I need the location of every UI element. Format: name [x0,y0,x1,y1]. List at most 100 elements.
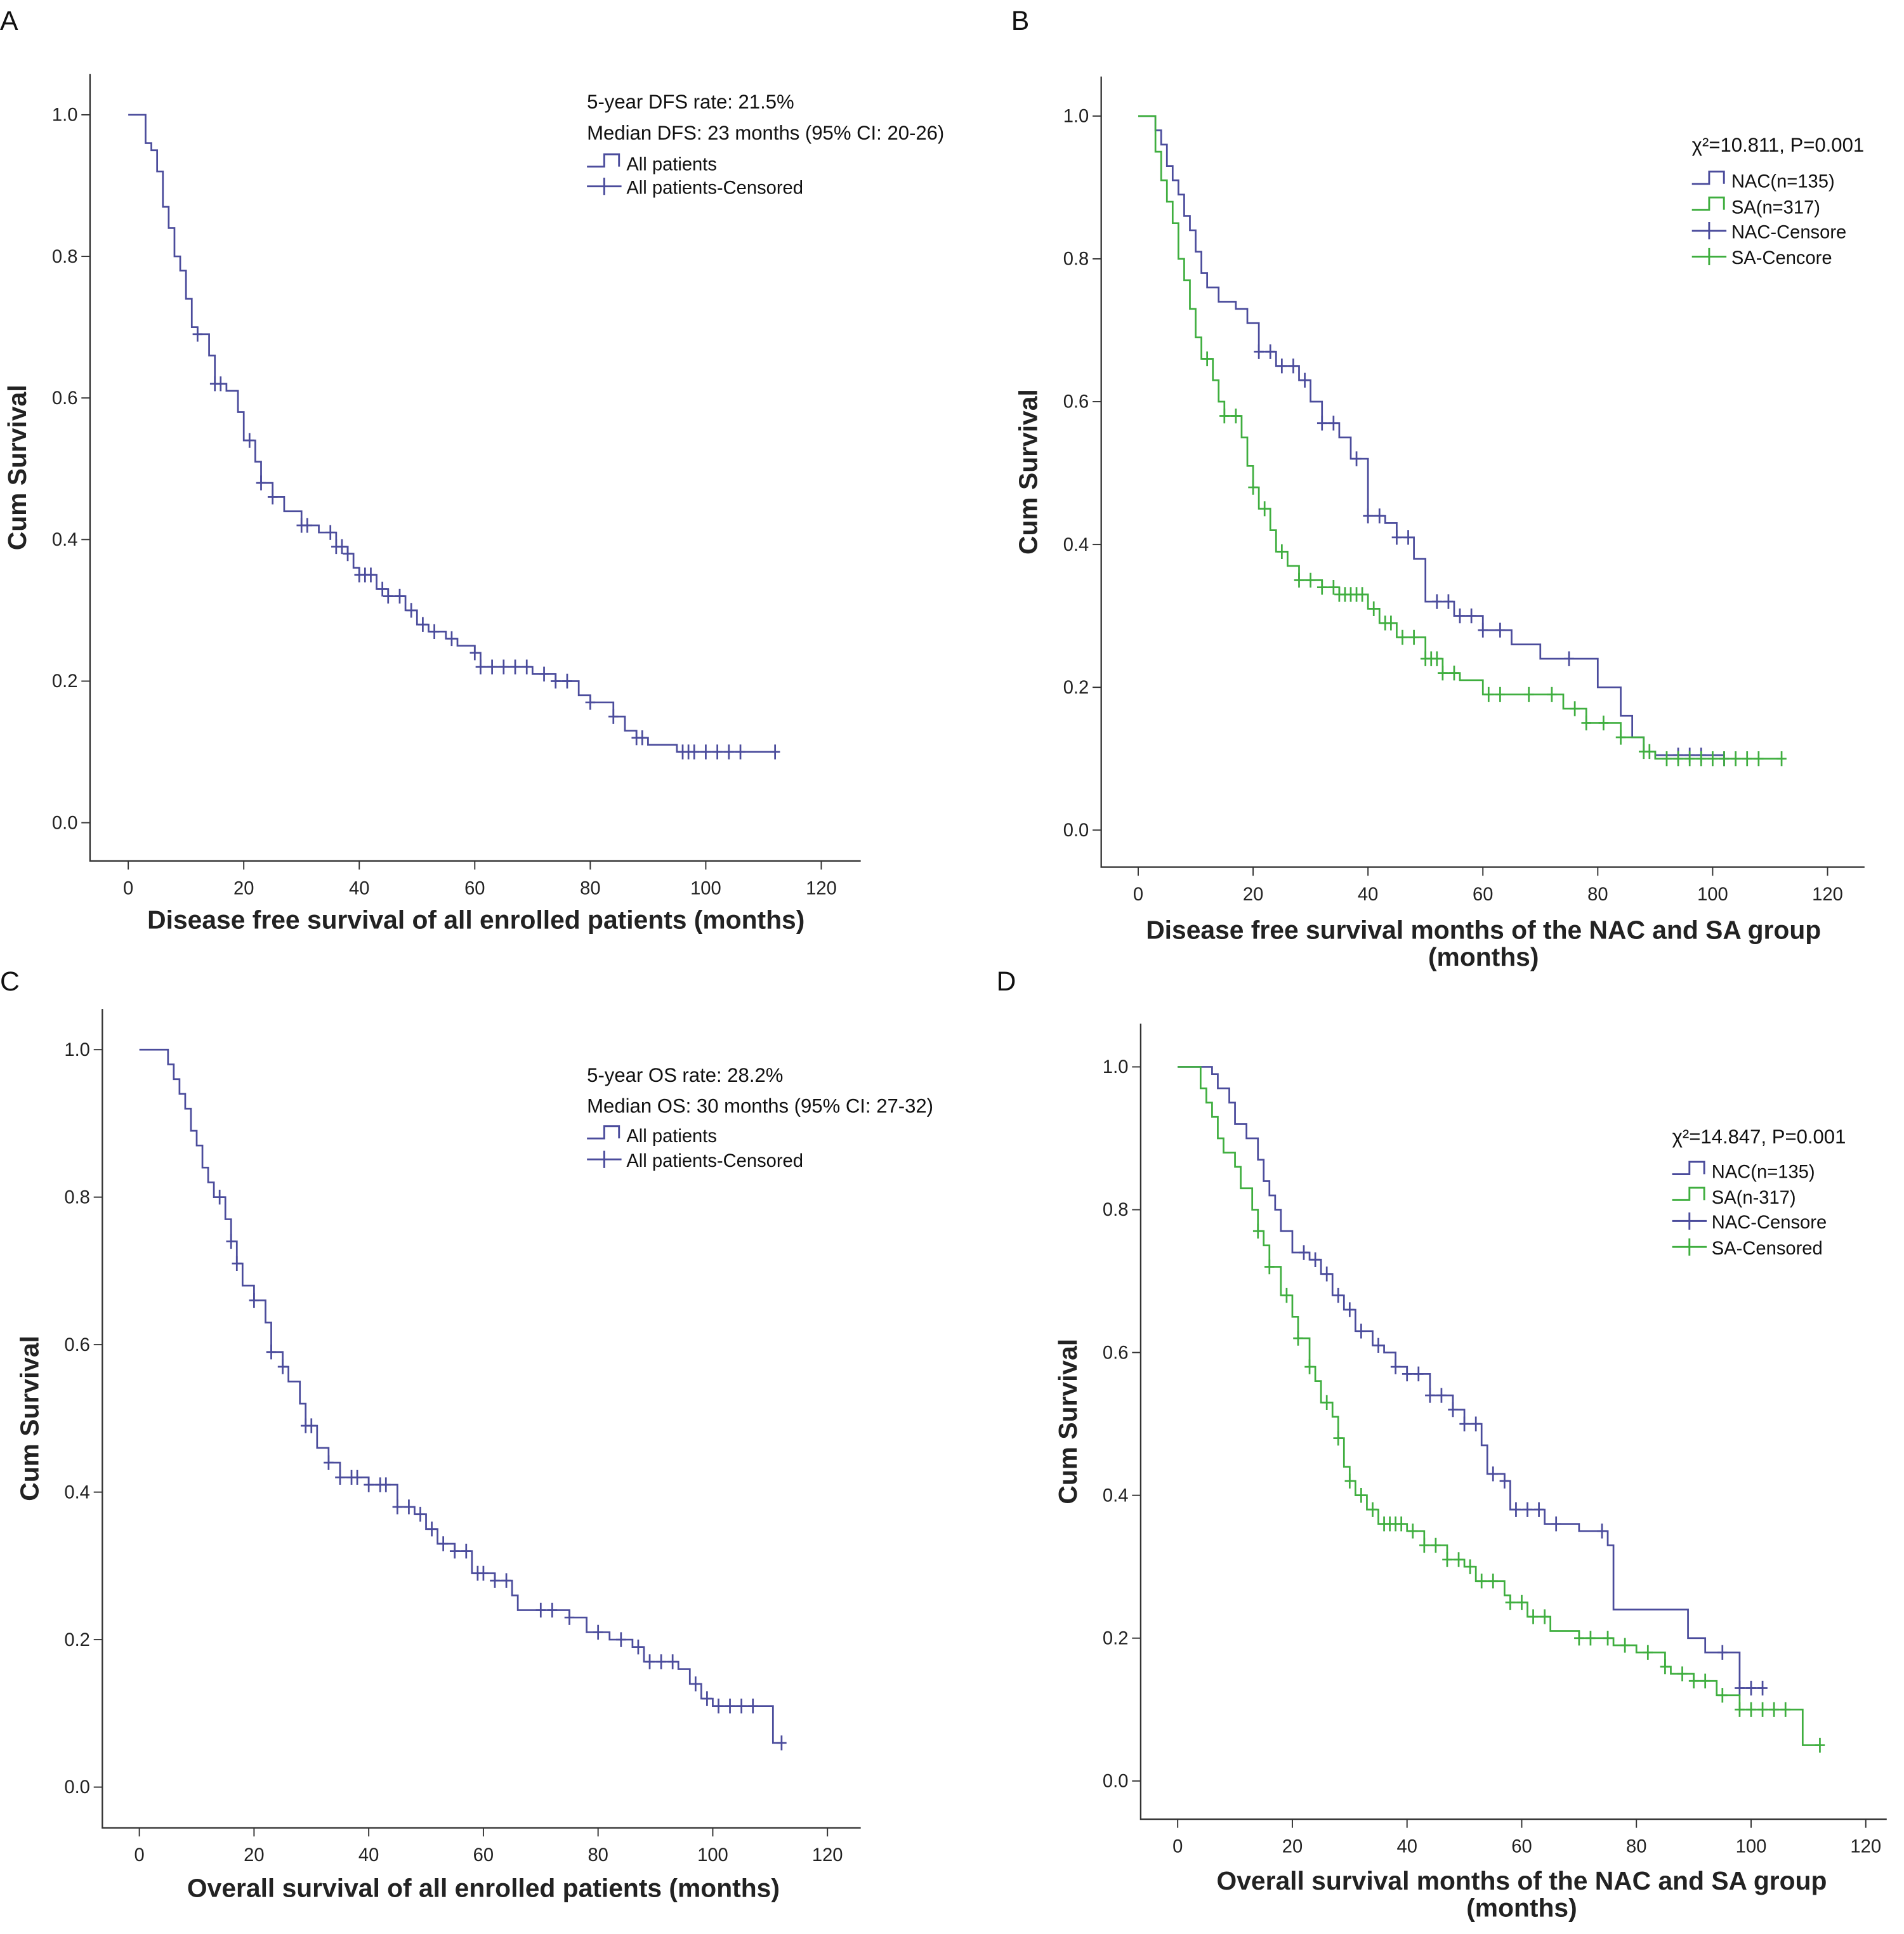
annotation: 5-year DFS rate: 21.5% [587,91,794,113]
censor-mark [365,567,376,582]
censor-mark [381,1477,391,1492]
censor-mark [1742,751,1752,766]
censor-mark [1815,1737,1825,1753]
censor-mark [1547,687,1557,702]
censor-mark [1454,1552,1464,1567]
censor-mark [1288,359,1299,374]
y-tick-label: 0.0 [1103,1772,1129,1792]
censor-mark [395,588,405,604]
censor-mark [1322,1395,1332,1411]
censor-mark [1499,1473,1510,1489]
legend-item: SA-Cencore [1691,247,1832,268]
panel-C: C 0.0 0.2 0.4 0.6 0.8 1.0 0 20 40 60 80 100 120 Cum Su… [0,966,933,1903]
x-axis-label: Disease free survival months of the NAC … [1146,915,1821,944]
survival-curve [1178,1066,1763,1689]
x-tick-label: 80 [580,878,600,898]
legend-step-swatch [1672,1187,1705,1201]
x-tick-label: 120 [1812,885,1843,905]
y-tick-label: 1.0 [1103,1057,1129,1077]
censor-mark [1414,1366,1424,1382]
censor-mark [417,617,428,632]
y-tick-label: 0.6 [1103,1343,1129,1363]
legend-step-swatch [1672,1161,1705,1175]
y-tick-label: 0.2 [1103,1628,1129,1648]
censor-mark [478,1565,489,1581]
censor-mark [1403,530,1414,545]
x-tick-label: 20 [233,878,254,898]
x-tick-label: 40 [349,878,369,898]
censor-mark [535,1602,546,1618]
x-tick-label: 0 [123,878,133,898]
censor-mark [667,1654,678,1669]
censor-mark [1390,1359,1401,1374]
legend-label: SA-Cencore [1731,248,1832,268]
censor-mark [1551,1516,1561,1532]
x-tick-label: 40 [1358,885,1378,905]
censor-mark [335,1470,345,1485]
censor-mark [1344,1302,1355,1317]
censor-mark [1305,572,1316,588]
legend-item: NAC(n=135) [1672,1161,1815,1182]
censor-mark [1570,701,1580,716]
censor-mark [501,1573,511,1588]
censor-mark [1231,408,1241,424]
annotation: χ²=14.847, P=0.001 [1672,1126,1846,1148]
legend-step-swatch [587,153,620,168]
legend-label: All patients-Censored [626,1151,803,1171]
legend-label: SA(n-317) [1712,1188,1796,1208]
censor-mark [404,1499,414,1515]
legend-censor-swatch [587,178,622,195]
censor-mark [1769,1702,1779,1717]
censor-mark [1735,1702,1745,1717]
legend-item: NAC-Censore [1691,222,1846,242]
legend-censor-swatch [1691,247,1727,266]
censor-mark [1310,1252,1320,1267]
censor-mark [383,588,393,604]
legend-item: NAC-Censore [1672,1212,1827,1233]
y-tick-label: 0.8 [64,1187,90,1207]
censor-mark [499,659,509,674]
x-tick-label: 60 [464,878,485,898]
y-tick-label: 0.2 [1063,678,1089,698]
censor-mark [1620,1638,1630,1653]
censor-mark [1402,1366,1412,1382]
x-tick-label: 100 [697,1845,728,1865]
legend-step-swatch [1691,196,1725,211]
censor-mark [406,603,416,618]
censor-mark [1730,751,1741,766]
censor-mark [392,1499,403,1515]
censor-mark [585,695,596,710]
censor-mark [325,525,336,540]
panel-A: A 0.0 0.2 0.4 0.6 0.8 1.0 0 20 40 60 80 100 120 Cum Su… [0,6,944,935]
censor-mark [1511,1502,1521,1517]
censor-mark [1304,1359,1315,1374]
x-tick-label: 120 [812,1845,843,1865]
censor-mark [1329,579,1339,595]
legend-label: SA(n=317) [1731,197,1820,218]
axes [89,74,861,862]
y-tick-label: 0.4 [52,530,78,550]
censor-mark [593,1624,603,1640]
censor-mark [1299,372,1310,388]
censor-mark [633,1640,643,1655]
censor-mark [475,659,486,674]
y-axis-label: Cum Survival [1014,389,1043,555]
censor-mark [1662,751,1672,766]
legend-label: NAC-Censore [1731,222,1846,242]
censor-mark [1688,1673,1699,1688]
legend-censor-swatch [1691,222,1727,240]
censor-mark [1488,1574,1499,1589]
censor-mark [1265,344,1276,359]
survival-curve [1138,115,1782,760]
censor-mark [1442,1552,1452,1567]
x-axis-label: Disease free survival of all enrolled pa… [147,905,804,935]
censor-mark [1407,1523,1418,1539]
censor-mark [725,1699,735,1714]
x-tick-label: 80 [588,1845,608,1865]
censor-mark [1293,1331,1303,1346]
x-axis-label: Overall survival of all enrolled patient… [187,1874,780,1903]
legend-item: All patients-Censored [587,1150,803,1171]
censor-mark [1478,622,1488,638]
y-tick-label: 0.0 [1063,820,1089,841]
censor-mark [637,730,648,746]
